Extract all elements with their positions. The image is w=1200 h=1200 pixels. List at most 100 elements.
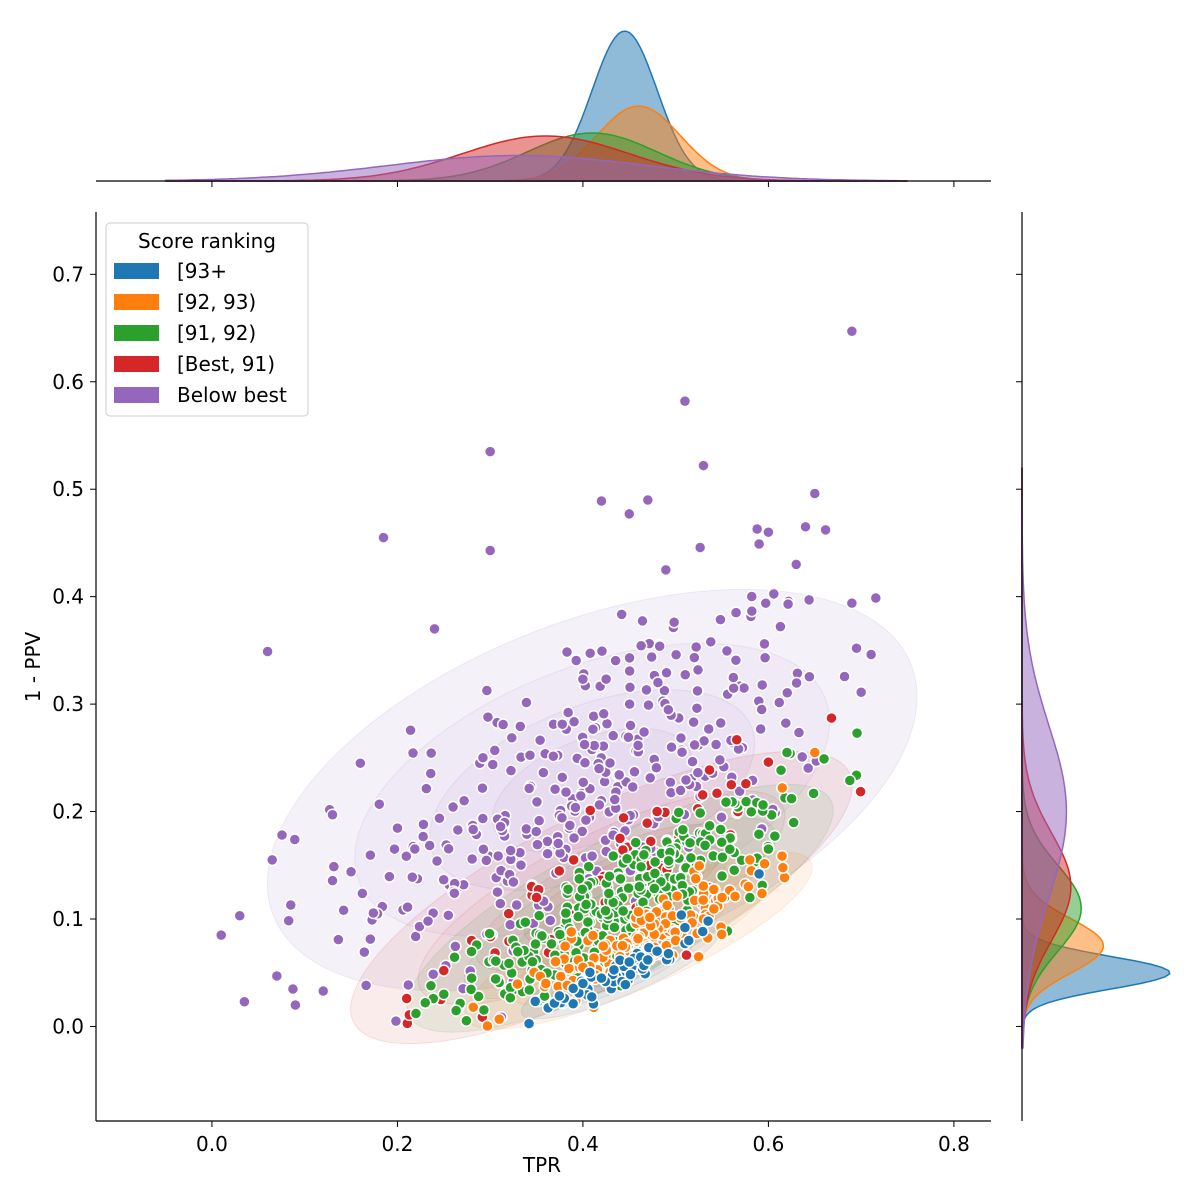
point-91-92 — [768, 829, 782, 843]
point-below-best — [702, 722, 715, 736]
point-below-best — [466, 823, 480, 836]
point-below-best — [599, 672, 613, 686]
point-93 — [585, 990, 599, 1004]
point-91-92 — [620, 852, 634, 866]
legend-swatch-93plus — [114, 263, 159, 279]
point-below-best — [522, 782, 536, 795]
point-below-best — [567, 831, 581, 845]
point-below-best — [688, 651, 701, 664]
point-92-93 — [565, 925, 578, 939]
point-93 — [607, 963, 621, 977]
point-below-best — [623, 681, 637, 694]
point-below-best — [603, 756, 617, 770]
point-93 — [624, 968, 637, 981]
point-best-91 — [584, 804, 597, 817]
point-below-best — [864, 648, 878, 661]
point-below-best — [514, 720, 527, 733]
point-91-92 — [504, 991, 517, 1005]
point-93 — [623, 955, 636, 969]
point-best-91 — [617, 811, 630, 825]
point-below-best — [569, 801, 582, 814]
point-below-best — [332, 933, 345, 946]
point-best-91 — [725, 778, 738, 791]
point-below-best — [514, 858, 528, 872]
point-below-best — [790, 676, 803, 690]
point-below-best — [623, 507, 636, 521]
point-below-best — [583, 647, 597, 660]
point-below-best — [416, 830, 430, 843]
point-below-best — [779, 716, 793, 730]
point-91-92 — [511, 945, 525, 958]
point-91-92 — [489, 972, 502, 986]
point-91-92 — [698, 839, 712, 852]
point-below-best — [714, 716, 727, 730]
point-91-92 — [523, 983, 536, 997]
point-below-best — [792, 726, 806, 739]
point-below-best — [691, 684, 704, 698]
point-below-best — [678, 394, 692, 408]
point-below-best — [289, 998, 302, 1012]
point-below-best — [687, 715, 700, 729]
point-below-best — [688, 738, 701, 752]
point-below-best — [373, 797, 386, 811]
point-below-best — [587, 709, 600, 723]
point-91-92 — [603, 869, 616, 883]
point-below-best — [585, 849, 599, 863]
point-below-best — [337, 904, 350, 917]
point-93 — [566, 997, 580, 1010]
point-91-92 — [850, 726, 864, 740]
point-best-91 — [400, 992, 413, 1005]
point-92-93 — [596, 939, 610, 953]
point-below-best — [483, 445, 497, 458]
point-92-93 — [696, 893, 710, 907]
point-below-best — [653, 640, 666, 653]
axes: 0.0 0.2 0.4 0.6 0.8 0.0 0.1 0.2 0.3 0.4 0.5 0.6 0.7 — [52, 181, 1022, 1156]
point-below-best — [404, 723, 417, 737]
point-below-best — [597, 707, 610, 721]
point-93 — [696, 925, 709, 938]
point-best-91 — [680, 948, 693, 962]
x-axis-label: TPR — [522, 1153, 561, 1177]
point-91-92 — [465, 945, 478, 958]
point-below-best — [543, 914, 557, 927]
point-below-best — [327, 860, 341, 873]
point-below-best — [586, 722, 600, 736]
point-below-best — [642, 698, 655, 712]
point-93 — [528, 995, 542, 1008]
point-below-best — [745, 590, 759, 603]
point-below-best — [541, 847, 554, 860]
legend-label-best-91: [Best, 91) — [177, 352, 275, 376]
point-91-92 — [634, 860, 648, 874]
point-below-best — [643, 771, 657, 785]
point-below-best — [674, 731, 688, 745]
point-92-93 — [758, 857, 771, 871]
point-91-92 — [843, 774, 857, 787]
point-below-best — [729, 653, 743, 667]
point-below-best — [491, 849, 505, 863]
point-91-92 — [787, 816, 800, 829]
point-below-best — [424, 746, 438, 760]
point-91-92 — [572, 910, 585, 923]
point-91-92 — [545, 937, 558, 951]
point-91-92 — [559, 906, 573, 920]
point-below-best — [704, 635, 718, 649]
point-below-best — [457, 794, 471, 807]
point-below-best — [752, 537, 766, 551]
point-below-best — [789, 558, 803, 571]
point-below-best — [233, 909, 247, 923]
point-below-best — [808, 487, 822, 500]
point-below-best — [507, 875, 520, 889]
point-91-92 — [693, 806, 707, 820]
point-below-best — [426, 967, 440, 981]
point-best-91 — [640, 816, 654, 830]
point-below-best — [364, 932, 377, 946]
point-best-91 — [650, 805, 664, 818]
point-below-best — [265, 853, 279, 867]
point-below-best — [628, 765, 641, 779]
point-below-best — [664, 776, 677, 789]
point-below-best — [367, 906, 380, 920]
point-92-93 — [616, 939, 629, 952]
point-91-92 — [599, 904, 612, 918]
point-below-best — [758, 637, 771, 651]
point-below-best — [709, 738, 723, 751]
